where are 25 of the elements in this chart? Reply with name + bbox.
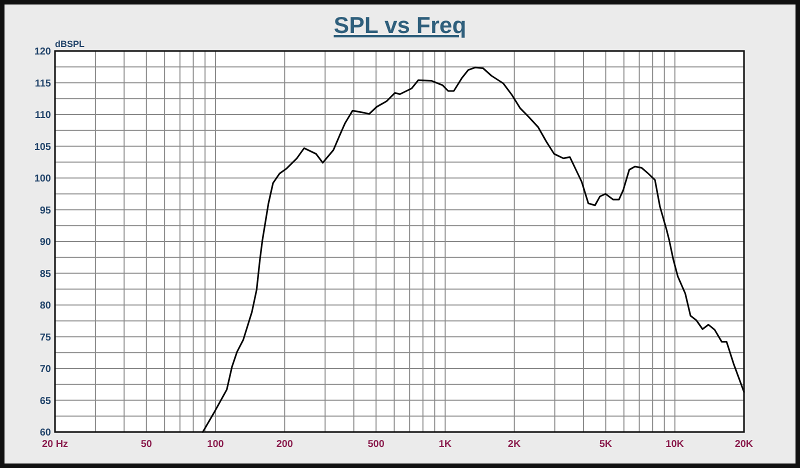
y-tick-label: 120 xyxy=(34,46,52,58)
y-tick-label: 70 xyxy=(40,364,52,375)
x-tick-label: 2K xyxy=(508,439,522,450)
x-tick-label: 200 xyxy=(276,439,294,450)
y-axis-title: dBSPL xyxy=(55,39,86,49)
chart-title: SPL vs Freq xyxy=(334,12,466,38)
y-tick-label: 85 xyxy=(40,268,52,280)
x-tick-label: 20 Hz xyxy=(42,439,68,450)
x-tick-label: 20K xyxy=(734,439,754,450)
y-tick-label: 110 xyxy=(34,110,52,121)
y-tick-label: 100 xyxy=(34,174,52,184)
x-tick-label: 5K xyxy=(599,439,613,450)
x-tick-label: 500 xyxy=(368,439,385,450)
y-tick-label: 65 xyxy=(40,396,52,407)
x-tick-label: 50 xyxy=(140,439,152,450)
x-tick-label: 1K xyxy=(438,439,452,450)
y-tick-label: 75 xyxy=(40,332,52,344)
y-tick-label: 115 xyxy=(34,78,52,90)
y-tick-label: 90 xyxy=(40,237,52,248)
y-tick-label: 105 xyxy=(34,142,52,153)
y-tick-label: 80 xyxy=(40,300,52,312)
y-tick-label: 95 xyxy=(40,205,52,216)
x-tick-label: 10K xyxy=(666,439,685,450)
y-tick-label: 60 xyxy=(40,428,52,438)
x-tick-label: 100 xyxy=(207,439,224,450)
